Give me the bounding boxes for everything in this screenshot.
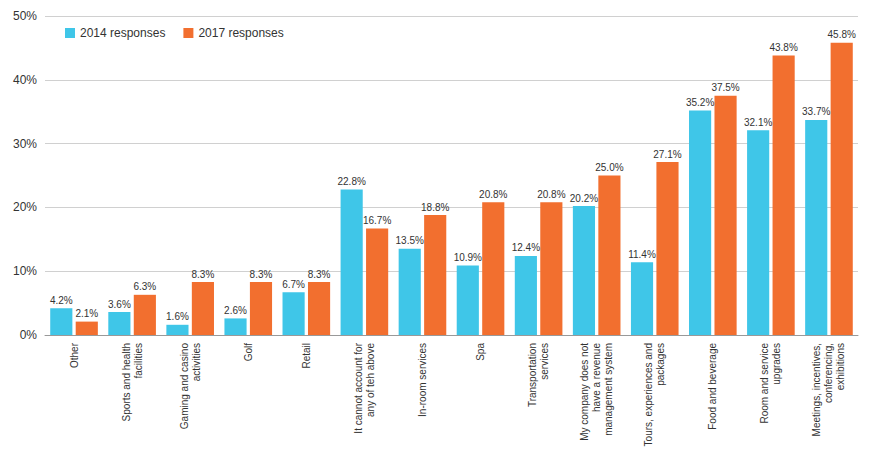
svg-text:2.6%: 2.6% — [224, 305, 247, 316]
svg-text:have a revenue: have a revenue — [591, 343, 602, 412]
svg-text:43.8%: 43.8% — [769, 42, 797, 53]
svg-text:Sports and health: Sports and health — [121, 343, 132, 421]
svg-text:Retail: Retail — [301, 343, 312, 369]
svg-text:Spa: Spa — [475, 343, 486, 361]
svg-text:Meetings, incentives,: Meetings, incentives, — [811, 343, 822, 436]
svg-text:Tours, experiences and: Tours, experiences and — [643, 343, 654, 446]
svg-text:any of teh above: any of teh above — [365, 343, 376, 417]
svg-text:2017 responses: 2017 responses — [198, 26, 283, 40]
svg-text:8.3%: 8.3% — [308, 269, 331, 280]
svg-text:6.3%: 6.3% — [133, 281, 156, 292]
svg-text:10.9%: 10.9% — [454, 252, 482, 263]
svg-text:18.8%: 18.8% — [421, 202, 449, 213]
svg-text:20.8%: 20.8% — [537, 189, 565, 200]
svg-text:20.8%: 20.8% — [479, 189, 507, 200]
svg-text:1.6%: 1.6% — [166, 311, 189, 322]
svg-text:packages: packages — [655, 343, 666, 386]
svg-text:My company does not: My company does not — [579, 343, 590, 441]
svg-text:30%: 30% — [13, 137, 37, 151]
svg-text:conferencing,: conferencing, — [823, 343, 834, 403]
svg-text:45.8%: 45.8% — [828, 29, 856, 40]
svg-text:8.3%: 8.3% — [192, 269, 215, 280]
svg-text:20.2%: 20.2% — [570, 193, 598, 204]
svg-text:2014 responses: 2014 responses — [80, 26, 165, 40]
svg-text:25.0%: 25.0% — [595, 162, 623, 173]
svg-text:13.5%: 13.5% — [396, 235, 424, 246]
svg-text:11.4%: 11.4% — [628, 249, 656, 260]
svg-text:It cannot account for: It cannot account for — [353, 342, 364, 433]
svg-text:3.6%: 3.6% — [108, 299, 131, 310]
svg-text:exhibitions: exhibitions — [835, 343, 846, 390]
svg-text:Transportation: Transportation — [527, 343, 538, 407]
svg-text:services: services — [539, 343, 550, 380]
svg-text:activities: activities — [191, 343, 202, 381]
svg-text:22.8%: 22.8% — [337, 176, 365, 187]
svg-text:16.7%: 16.7% — [363, 215, 391, 226]
svg-text:Golf: Golf — [243, 343, 254, 362]
svg-text:management system: management system — [603, 343, 614, 436]
svg-text:12.4%: 12.4% — [512, 242, 540, 253]
svg-text:4.2%: 4.2% — [50, 295, 73, 306]
svg-text:10%: 10% — [13, 264, 37, 278]
svg-text:2.1%: 2.1% — [75, 308, 98, 319]
svg-text:37.5%: 37.5% — [711, 82, 739, 93]
svg-text:Food and beverage: Food and beverage — [707, 343, 718, 430]
svg-text:upgrades: upgrades — [771, 343, 782, 385]
svg-text:0%: 0% — [20, 328, 38, 342]
svg-text:32.1%: 32.1% — [744, 117, 772, 128]
svg-text:35.2%: 35.2% — [686, 97, 714, 108]
svg-text:Gaming and casino: Gaming and casino — [179, 343, 190, 430]
svg-text:50%: 50% — [13, 9, 37, 23]
svg-text:27.1%: 27.1% — [653, 149, 681, 160]
svg-text:facilities: facilities — [133, 343, 144, 379]
svg-text:20%: 20% — [13, 200, 37, 214]
svg-text:Other: Other — [69, 342, 80, 368]
svg-text:In-room services: In-room services — [417, 343, 428, 417]
svg-text:40%: 40% — [13, 73, 37, 87]
svg-text:33.7%: 33.7% — [802, 106, 830, 117]
svg-text:Room and service: Room and service — [759, 343, 770, 424]
svg-text:8.3%: 8.3% — [250, 269, 273, 280]
svg-text:6.7%: 6.7% — [282, 279, 305, 290]
